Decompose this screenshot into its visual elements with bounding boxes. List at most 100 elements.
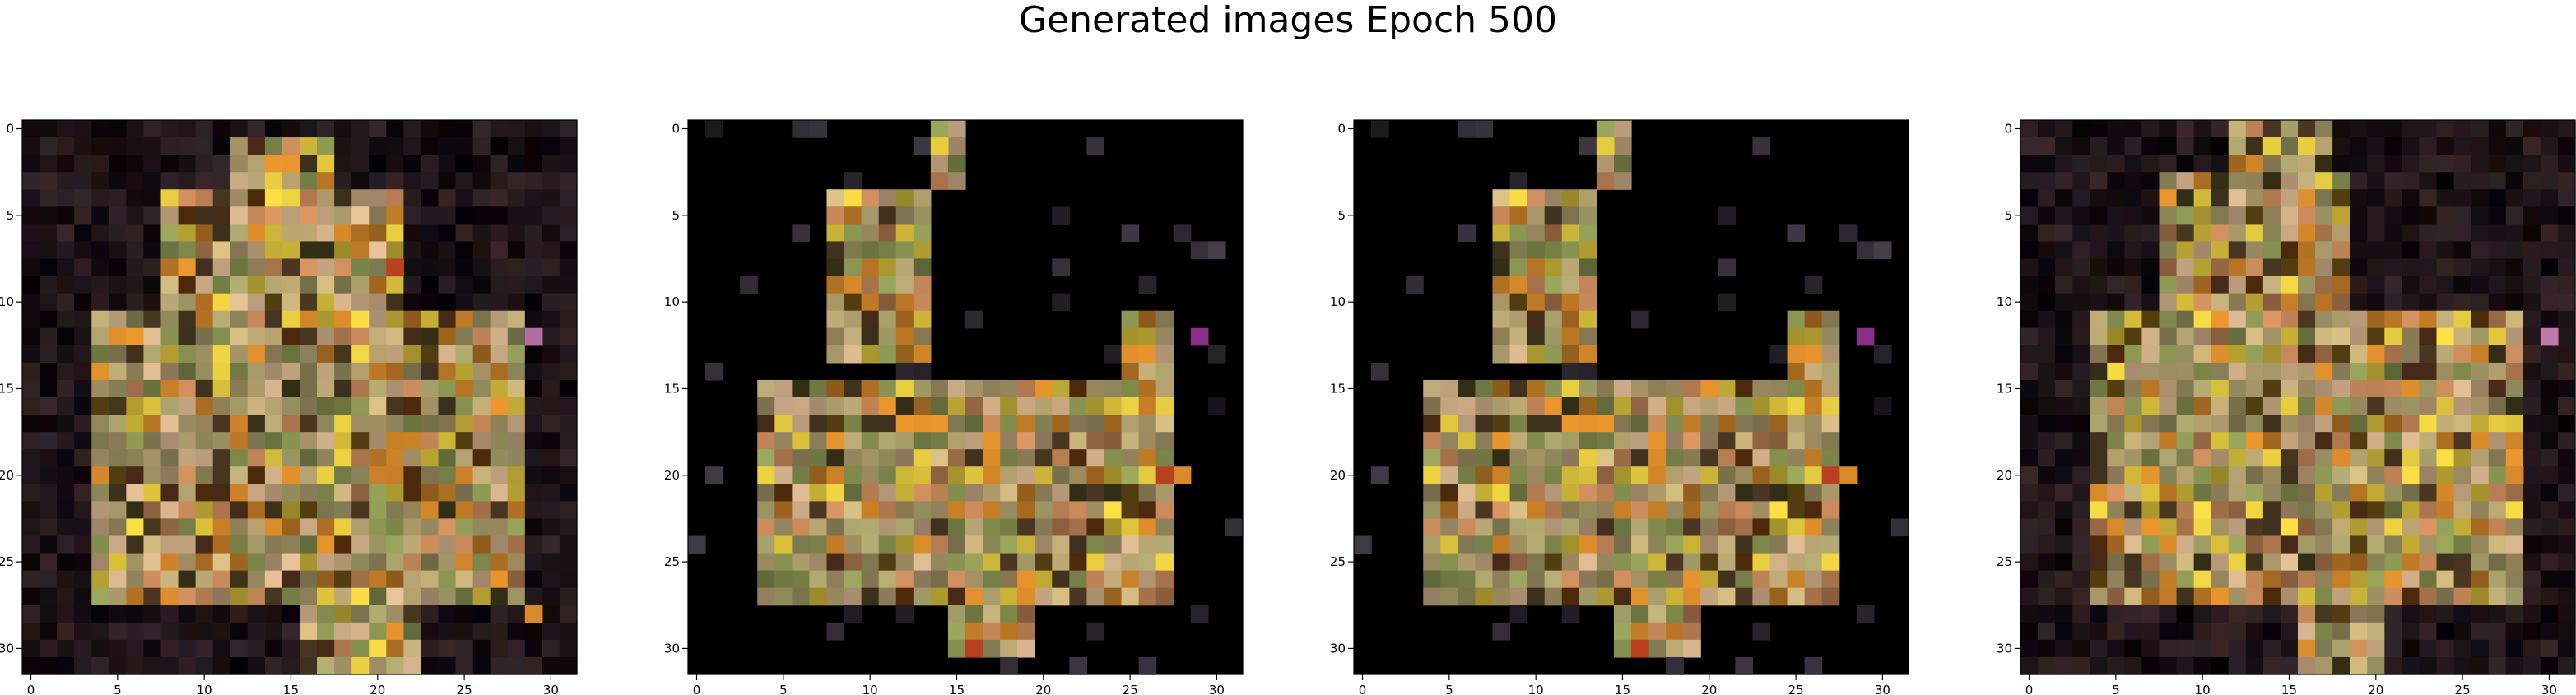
- image-pixel: [438, 172, 457, 190]
- image-pixel: [22, 379, 40, 398]
- image-pixel: [2262, 327, 2281, 346]
- image-pixel: [351, 415, 370, 433]
- image-pixel: [913, 553, 932, 572]
- image-pixel: [22, 310, 40, 329]
- x-tick-label: 0: [2025, 683, 2034, 695]
- image-pixel: [281, 535, 300, 554]
- image-pixel: [300, 570, 318, 589]
- image-pixel: [2471, 155, 2490, 173]
- image-pixel: [1509, 310, 1528, 329]
- image-pixel: [1458, 466, 1476, 484]
- y-tick-label: 0: [672, 122, 680, 137]
- image-pixel: [438, 501, 457, 520]
- image-pixel: [895, 484, 914, 502]
- image-pixel: [1769, 466, 1788, 484]
- image-pixel: [1821, 415, 1840, 433]
- image-pixel: [2228, 518, 2247, 537]
- image-pixel: [2557, 310, 2576, 329]
- image-pixel: [195, 327, 214, 346]
- image-pixel: [2159, 155, 2178, 173]
- image-pixel: [524, 379, 543, 398]
- image-pixel: [1509, 415, 1528, 433]
- image-pixel: [1458, 432, 1476, 450]
- image-pixel: [472, 241, 491, 260]
- image-pixel: [2315, 449, 2333, 467]
- image-pixel: [2124, 172, 2143, 190]
- image-pixel: [1735, 432, 1754, 450]
- image-pixel: [317, 553, 335, 572]
- image-pixel: [1069, 432, 1088, 450]
- image-pixel: [109, 432, 127, 450]
- image-pixel: [2038, 518, 2056, 537]
- image-pixel: [369, 553, 387, 572]
- image-pixel: [57, 518, 75, 537]
- image-pixel: [1086, 397, 1105, 415]
- y-tick-label: 25: [1997, 554, 2012, 569]
- image-pixel: [1527, 535, 1546, 554]
- image-pixel: [1752, 622, 1771, 641]
- x-tick-label: 10: [197, 683, 212, 695]
- image-pixel: [1017, 501, 1035, 520]
- image-pixel: [438, 241, 457, 260]
- image-pixel: [2211, 535, 2230, 554]
- image-pixel: [2262, 293, 2281, 312]
- x-tick-label: 25: [2455, 683, 2471, 695]
- image-pixel: [2141, 535, 2160, 554]
- image-pixel: [109, 656, 127, 675]
- image-pixel: [421, 379, 439, 398]
- image-pixel: [1596, 449, 1615, 467]
- image-pixel: [1509, 258, 1528, 277]
- image-pixel: [1787, 362, 1806, 381]
- image-pixel: [2505, 155, 2524, 173]
- image-pixel: [2090, 345, 2108, 364]
- image-pixel: [421, 656, 439, 675]
- image-pixel: [895, 501, 914, 520]
- image-pixel: [2488, 622, 2507, 641]
- image-pixel: [2193, 518, 2212, 537]
- image-pixel: [2020, 120, 2039, 138]
- image-pixel: [1527, 587, 1546, 606]
- image-pixel: [160, 172, 179, 190]
- image-pixel: [1648, 535, 1667, 554]
- image-pixel: [1683, 570, 1701, 589]
- image-pixel: [334, 501, 352, 520]
- image-pixel: [2090, 397, 2108, 415]
- image-pixel: [1596, 570, 1615, 589]
- image-pixel: [1561, 310, 1580, 329]
- image-pixel: [2471, 327, 2490, 346]
- image-pixel: [2540, 605, 2559, 623]
- image-pixel: [160, 189, 179, 207]
- image-pixel: [40, 397, 58, 415]
- image-pixel: [455, 241, 474, 260]
- image-pixel: [126, 484, 145, 502]
- image-pixel: [1527, 553, 1546, 572]
- image-pixel: [178, 379, 197, 398]
- image-pixel: [143, 639, 162, 658]
- image-pixel: [1052, 484, 1070, 502]
- image-pixel: [878, 553, 897, 572]
- image-pixel: [109, 155, 127, 173]
- image-pixel: [1804, 449, 1823, 467]
- image-pixel: [2124, 276, 2143, 294]
- image-pixel: [1104, 570, 1123, 589]
- image-pixel: [264, 484, 283, 502]
- image-pixel: [1527, 189, 1546, 207]
- image-pixel: [300, 276, 318, 294]
- image-pixel: [438, 535, 457, 554]
- image-pixel: [386, 466, 404, 484]
- image-pixel: [2453, 587, 2472, 606]
- image-pixel: [983, 553, 1001, 572]
- image-pixel: [300, 466, 318, 484]
- image-pixel: [965, 518, 983, 537]
- image-pixel: [2350, 224, 2368, 243]
- x-tick-label: 30: [1875, 683, 1890, 695]
- image-pixel: [2107, 466, 2125, 484]
- image-pixel: [2228, 293, 2247, 312]
- image-pixel: [559, 120, 578, 138]
- image-pixel: [1458, 535, 1476, 554]
- image-pixel: [1104, 345, 1123, 364]
- image-pixel: [2228, 189, 2247, 207]
- image-pixel: [861, 449, 880, 467]
- image-pixel: [472, 155, 491, 173]
- image-pixel: [559, 258, 578, 277]
